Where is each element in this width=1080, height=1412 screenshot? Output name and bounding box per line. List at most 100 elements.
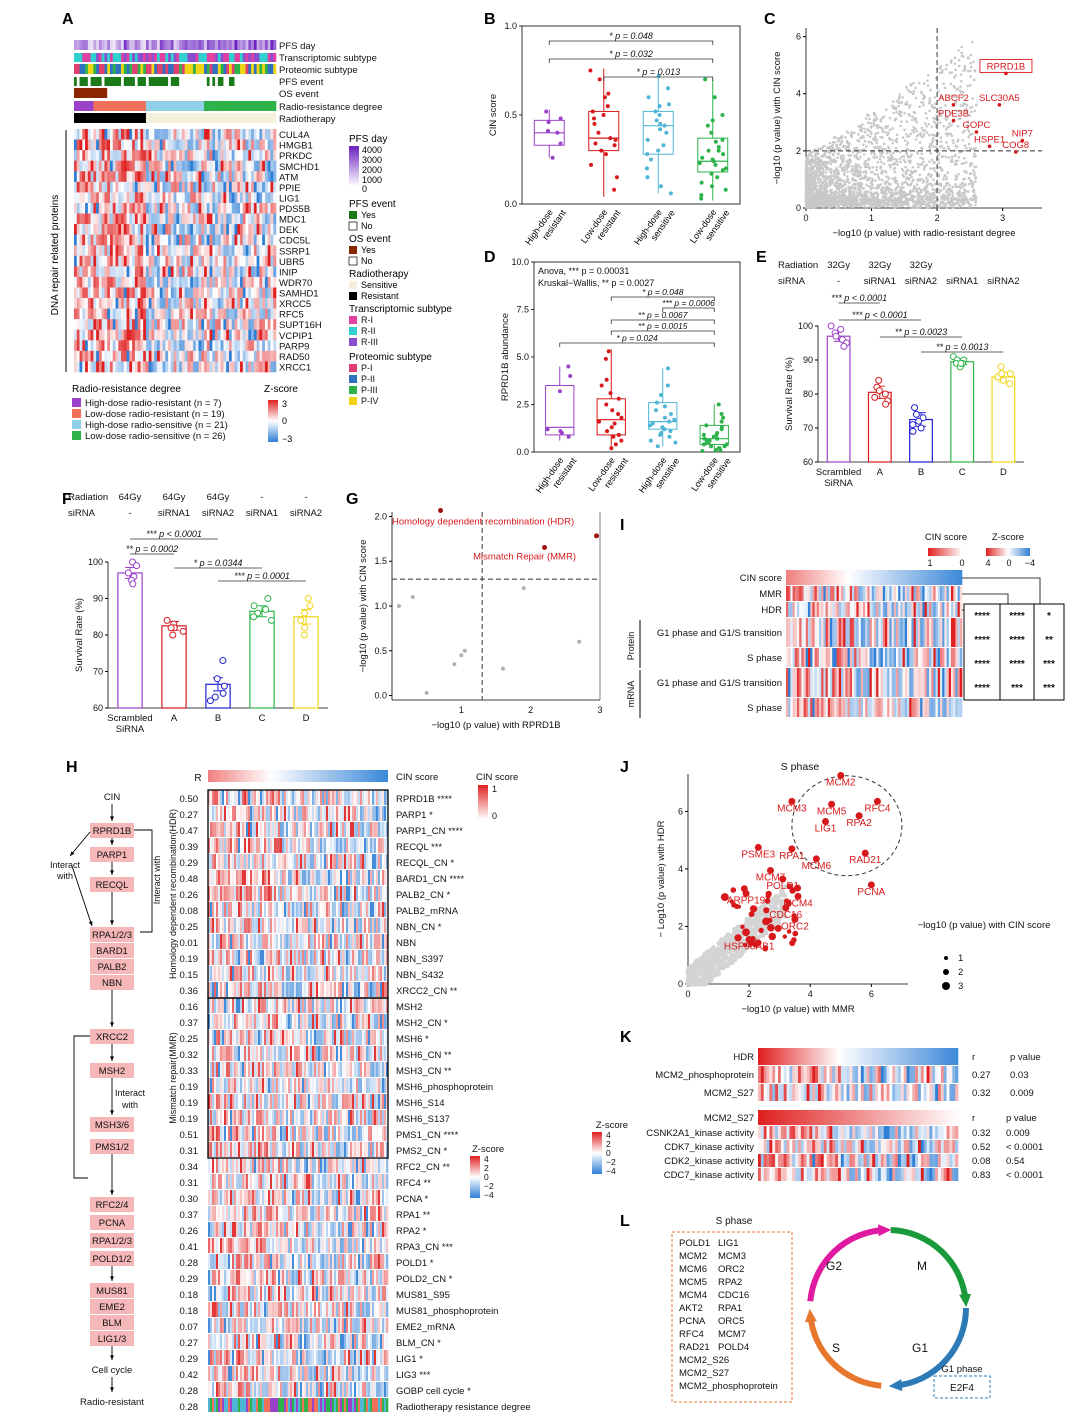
heatmap-cell (129, 287, 132, 298)
heatmap-cell (254, 224, 257, 235)
heatmap-cell (174, 203, 177, 214)
heatmap-cell (240, 192, 243, 203)
heatmap-cell (193, 277, 196, 288)
heatmap-cell (221, 277, 224, 288)
data-point (830, 192, 833, 195)
heatmap-cell (110, 287, 113, 298)
data-point (900, 111, 903, 114)
heatmap-cell (248, 224, 251, 235)
data-point (825, 188, 828, 191)
data-point (925, 176, 928, 179)
data-point (839, 179, 842, 182)
heatmap-cell (132, 182, 135, 193)
heatmap-cell (251, 256, 254, 267)
heatmap-cell (165, 182, 168, 193)
heatmap-cell (82, 277, 85, 288)
heatmap-cell (124, 182, 127, 193)
heatmap-cell (268, 235, 271, 246)
data-point (884, 131, 887, 134)
heatmap-cell (257, 361, 260, 372)
heatmap-cell (127, 235, 130, 246)
heatmap-cell (251, 266, 254, 277)
data-point (964, 194, 967, 197)
data-point (951, 186, 954, 189)
heatmap-cell (257, 182, 260, 193)
heatmap-cell (223, 235, 226, 246)
heatmap-cell (207, 266, 210, 277)
heatmap-cell (82, 129, 85, 140)
ann-cell (196, 40, 199, 50)
ann-cell (237, 64, 240, 74)
data-point (943, 202, 946, 205)
data-point (836, 185, 839, 188)
ann-cell (99, 64, 102, 74)
data-point (664, 131, 668, 135)
heatmap-cell (179, 319, 182, 330)
heatmap-cell (204, 298, 207, 309)
data-point (824, 154, 827, 157)
heatmap-cell (273, 150, 276, 161)
heatmap-cell (257, 161, 260, 172)
heatmap-cell (74, 340, 77, 351)
heatmap-cell (74, 361, 77, 372)
ann-cell (251, 113, 254, 123)
heatmap-cell (121, 224, 124, 235)
heatmap-cell (121, 277, 124, 288)
heatmap-cell (154, 150, 157, 161)
heatmap-cell (199, 319, 202, 330)
data-point (806, 173, 809, 176)
data-point (874, 135, 877, 138)
panel-label-l: L (620, 1213, 630, 1230)
data-point (851, 131, 854, 134)
data-point (892, 112, 895, 115)
heatmap-cell (185, 140, 188, 151)
heatmap-cell (218, 330, 221, 341)
heatmap-cell (246, 361, 249, 372)
heatmap-cell (102, 361, 105, 372)
heatmap-cell (118, 340, 121, 351)
heatmap-cell (165, 309, 168, 320)
ann-cell (129, 64, 132, 74)
heatmap-cell (226, 171, 229, 182)
heatmap-cell (107, 224, 110, 235)
heatmap-cell (102, 351, 105, 362)
data-point (957, 202, 960, 205)
heatmap-cell (77, 245, 80, 256)
data-point (661, 143, 665, 147)
ann-cell (196, 101, 199, 111)
heatmap-cell (157, 277, 160, 288)
heatmap-cell (185, 330, 188, 341)
data-point (700, 181, 704, 185)
heatmap-cell (110, 171, 113, 182)
ann-cell (163, 40, 166, 50)
ann-cell (187, 53, 190, 62)
ann-cell (207, 101, 210, 111)
heatmap-cell (140, 203, 143, 214)
data-point (848, 188, 851, 191)
data-point (810, 158, 813, 161)
heatmap-cell (221, 351, 224, 362)
heatmap-cell (248, 245, 251, 256)
heatmap-cell (77, 298, 80, 309)
heatmap-cell (201, 182, 204, 193)
heatmap-cell (102, 150, 105, 161)
data-point (910, 173, 913, 176)
heatmap-cell (135, 224, 138, 235)
ann-cell (270, 40, 273, 50)
data-point (956, 163, 959, 166)
data-point (899, 102, 902, 105)
heatmap-cell (254, 277, 257, 288)
heatmap-cell (243, 351, 246, 362)
ann-cell (88, 113, 91, 123)
heatmap-cell (259, 319, 262, 330)
ann-cell (135, 64, 138, 74)
legend-rr-item: High-dose radio-resistant (n = 7) (85, 398, 222, 409)
heatmap-cell (104, 235, 107, 246)
heatmap-cell (102, 192, 105, 203)
heatmap-cell (121, 361, 124, 372)
ann-cell (165, 88, 168, 98)
data-point (821, 147, 824, 150)
ann-cell (165, 64, 168, 74)
heatmap-cell (154, 140, 157, 151)
heatmap-cell (121, 161, 124, 172)
